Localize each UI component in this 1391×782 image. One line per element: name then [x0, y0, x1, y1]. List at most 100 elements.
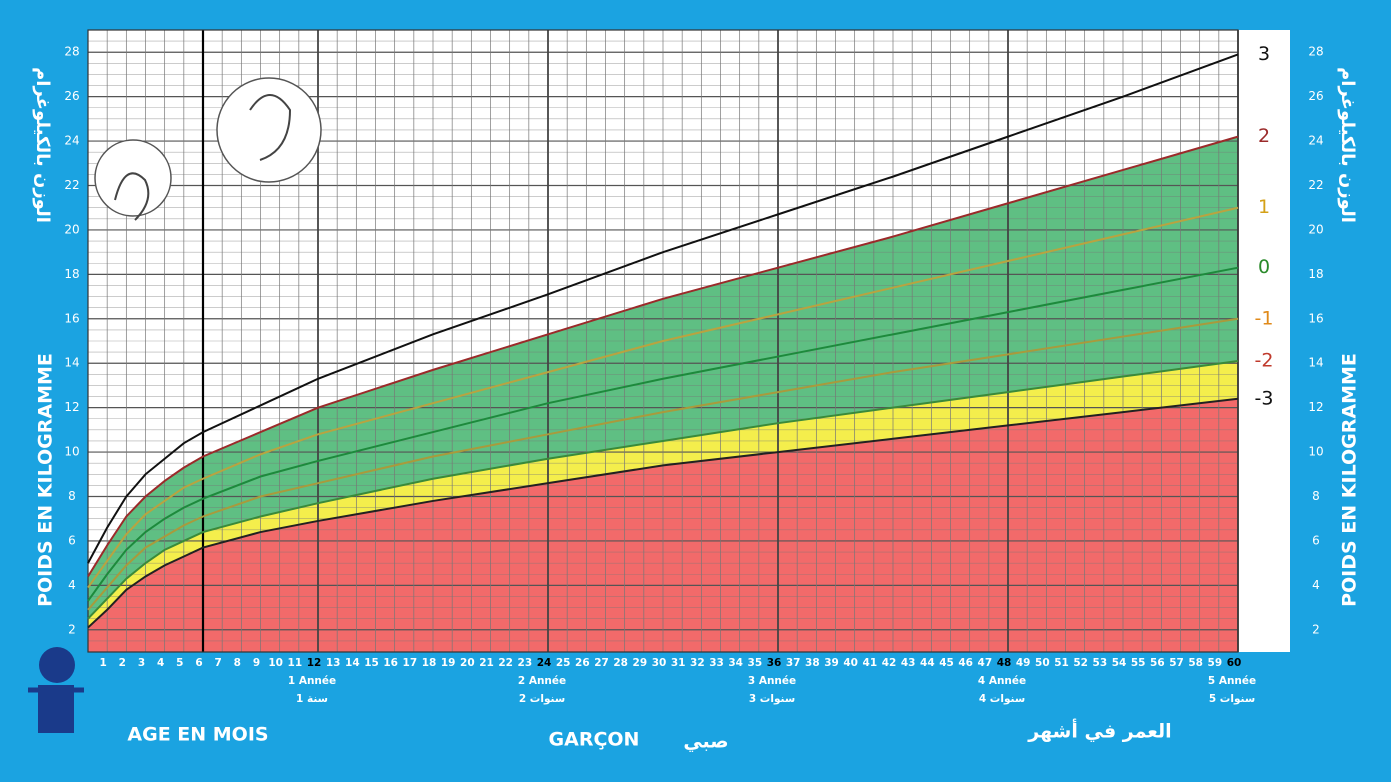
series-label: 1 — [1258, 196, 1270, 218]
curve — [87, 397, 1239, 629]
y-tick-label: 4 — [68, 578, 76, 592]
sketch — [114, 94, 292, 221]
sex-label-ar: صبي — [683, 731, 728, 753]
x-tick-label: 58 — [1188, 657, 1203, 669]
x-tick-label: 4 — [157, 657, 164, 669]
y-tick-label: 28 — [64, 45, 79, 59]
y-tick-label: 12 — [1308, 400, 1323, 414]
x-tick-label: 26 — [575, 657, 590, 669]
curve — [87, 317, 1239, 611]
y-tick-label: 10 — [1308, 445, 1323, 459]
x-tick-label: 15 — [364, 657, 379, 669]
x-tick-label: 3 — [138, 657, 145, 669]
x-tick-label: 23 — [518, 657, 533, 669]
y-tick-label: 2 — [1312, 622, 1320, 636]
x-tick-label: 36 — [767, 657, 782, 669]
x-tick-label: 7 — [215, 657, 222, 669]
series-label: -3 — [1255, 387, 1274, 409]
x-tick-label: 6 — [195, 657, 202, 669]
y-tick-label: 14 — [64, 356, 79, 370]
y-tick-label: 22 — [64, 178, 79, 192]
y-label-ar-left: الوزن بالكيلوغرام — [32, 67, 53, 223]
x-tick-label: 2 — [119, 657, 126, 669]
year-label: 1 Année — [288, 675, 336, 687]
x-tick-label: 31 — [671, 657, 686, 669]
curve — [87, 360, 1239, 620]
curve — [87, 266, 1239, 602]
x-tick-label: 17 — [403, 657, 418, 669]
x-tick-label: 57 — [1169, 657, 1184, 669]
x-tick-label: 8 — [234, 657, 241, 669]
series-label: 3 — [1258, 43, 1270, 65]
plot-frame — [87, 29, 1239, 653]
x-tick-label: 13 — [326, 657, 341, 669]
x-tick-label: 9 — [253, 657, 260, 669]
y-tick-label: 18 — [64, 267, 79, 281]
x-tick-label: 28 — [613, 657, 628, 669]
x-tick-label: 33 — [709, 657, 724, 669]
x-tick-label: 14 — [345, 657, 360, 669]
x-label: AGE EN MOIS — [127, 724, 268, 746]
year-label-ar: 2 سنوات — [519, 693, 565, 705]
x-tick-label: 35 — [748, 657, 763, 669]
grid — [87, 29, 1239, 653]
mother-image — [94, 139, 172, 217]
y-tick-label: 20 — [1308, 222, 1323, 236]
y-tick-label: 12 — [64, 400, 79, 414]
year-label: 2 Année — [518, 675, 566, 687]
x-tick-label: 46 — [958, 657, 973, 669]
year-label-ar: 4 سنوات — [979, 693, 1025, 705]
series-label: 2 — [1258, 125, 1270, 147]
child-icon — [28, 647, 84, 733]
x-tick-label: 59 — [1208, 657, 1223, 669]
curve — [87, 53, 1239, 564]
year-label-ar: 5 سنوات — [1209, 693, 1255, 705]
y-tick-label: 14 — [1308, 356, 1323, 370]
x-tick-label: 38 — [805, 657, 820, 669]
year-label-ar: 1 سنة — [296, 693, 328, 705]
child-head — [39, 647, 75, 683]
x-tick-label: 52 — [1073, 657, 1088, 669]
x-tick-label: 25 — [556, 657, 571, 669]
y-tick-label: 26 — [1308, 89, 1323, 103]
x-tick-label: 34 — [728, 657, 743, 669]
y-tick-label: 22 — [1308, 178, 1323, 192]
series-label: -1 — [1255, 307, 1274, 329]
x-tick-label: 43 — [901, 657, 916, 669]
x-tick-label: 41 — [863, 657, 878, 669]
x-tick-label: 54 — [1112, 657, 1127, 669]
x-tick-label: 30 — [652, 657, 667, 669]
y-tick-label: 16 — [64, 311, 79, 325]
year-label: 4 Année — [978, 675, 1026, 687]
x-tick-label: 21 — [479, 657, 494, 669]
child-legs — [38, 713, 74, 733]
year-label-ar: 3 سنوات — [749, 693, 795, 705]
x-tick-label: 32 — [690, 657, 705, 669]
x-tick-label: 20 — [460, 657, 475, 669]
x-tick-label: 51 — [1054, 657, 1069, 669]
x-tick-label: 10 — [268, 657, 283, 669]
y-tick-label: 8 — [68, 489, 76, 503]
series-label: -2 — [1255, 349, 1274, 371]
x-tick-label: 44 — [920, 657, 935, 669]
x-tick-label: 55 — [1131, 657, 1146, 669]
x-tick-label: 27 — [594, 657, 609, 669]
y-label-left: POIDS EN KILOGRAMME — [35, 353, 57, 607]
x-tick-label: 45 — [939, 657, 954, 669]
x-tick-label: 5 — [176, 657, 183, 669]
x-tick-label: 42 — [882, 657, 897, 669]
curve — [87, 135, 1239, 577]
x-tick-label: 29 — [633, 657, 648, 669]
mother-image — [216, 77, 322, 183]
y-tick-label: 24 — [64, 134, 79, 148]
y-tick-label: 6 — [1312, 533, 1320, 547]
x-tick-label: 60 — [1227, 657, 1242, 669]
x-tick-label: 11 — [288, 657, 303, 669]
year-label: 3 Année — [748, 675, 796, 687]
y-tick-label: 4 — [1312, 578, 1320, 592]
curves — [87, 53, 1239, 629]
y-tick-label: 26 — [64, 89, 79, 103]
x-tick-label: 22 — [498, 657, 513, 669]
